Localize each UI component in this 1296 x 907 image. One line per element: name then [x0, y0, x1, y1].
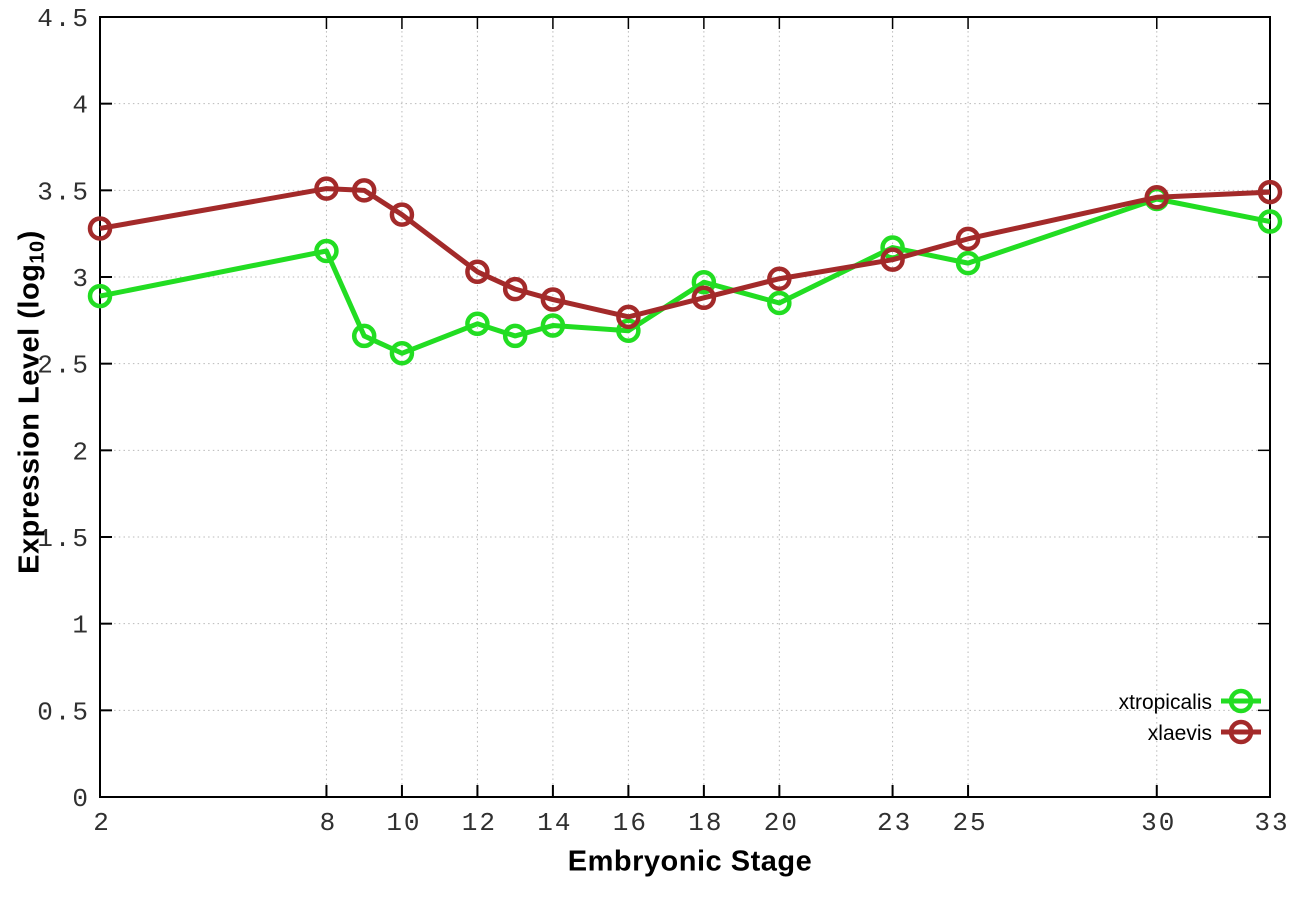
y-tick-label: 3	[72, 264, 90, 294]
marker-xtropicalis	[389, 341, 415, 366]
marker-xlaevis	[1257, 179, 1283, 205]
marker-xlaevis	[314, 176, 339, 201]
marker-xlaevis	[767, 266, 792, 291]
series-line-xtropicalis	[99, 196, 1271, 356]
y-axis-title-close: )	[13, 230, 46, 241]
y-axis-title-text: Expression Level (log	[13, 263, 46, 574]
marker-xlaevis	[389, 202, 415, 227]
x-tick-label: 33	[1254, 808, 1289, 838]
marker-xlaevis	[351, 178, 377, 203]
legend-label-xlaevis: xlaevis	[1148, 722, 1212, 745]
marker-xlaevis	[465, 259, 490, 285]
x-tick-label: 14	[537, 808, 572, 838]
x-tick-label: 18	[688, 808, 723, 838]
y-tick-label: 0	[72, 784, 90, 814]
marker-xtropicalis	[1257, 209, 1283, 234]
legend-marker-xtropicalis	[1228, 688, 1254, 714]
marker-xlaevis	[616, 304, 641, 330]
x-tick-label: 30	[1141, 808, 1176, 838]
marker-xlaevis	[87, 216, 113, 241]
x-axis-title-text: Embryonic Stage	[567, 845, 813, 878]
x-tick-label: 12	[462, 808, 497, 838]
marker-xlaevis	[540, 287, 566, 312]
y-axis-title-subscript: 10	[26, 240, 49, 264]
marker-xtropicalis	[767, 290, 792, 316]
y-tick-label: 3.5	[37, 177, 90, 207]
x-axis-title: Embryonic Stage	[568, 846, 812, 879]
marker-xtropicalis	[691, 269, 717, 295]
marker-xlaevis	[955, 226, 981, 252]
marker-xtropicalis	[351, 323, 377, 349]
x-tick-label: 10	[386, 808, 421, 838]
legend-marker-xlaevis	[1228, 719, 1254, 745]
y-axis-title: Expression Level (log10)	[13, 230, 49, 574]
marker-xtropicalis	[616, 318, 641, 343]
y-tick-label: 1.5	[37, 524, 90, 554]
x-tick-label: 25	[952, 808, 987, 838]
marker-xtropicalis	[314, 238, 339, 264]
y-tick-label: 2.5	[37, 351, 90, 381]
legend-label-xtropicalis: xtropicalis	[1119, 691, 1212, 714]
marker-xtropicalis	[87, 283, 113, 309]
y-tick-label: 4.5	[37, 4, 90, 34]
series-line-xlaevis	[99, 186, 1271, 320]
y-tick-label: 4	[72, 91, 90, 121]
y-tick-label: 1	[72, 611, 90, 641]
marker-xlaevis	[691, 285, 717, 311]
marker-xtropicalis	[540, 313, 566, 338]
x-tick-label: 2	[93, 808, 111, 838]
marker-xtropicalis	[955, 250, 981, 276]
marker-xlaevis	[502, 276, 528, 302]
x-tick-label: 23	[877, 808, 912, 838]
x-tick-label: 8	[320, 808, 338, 838]
x-tick-label: 20	[764, 808, 799, 838]
y-tick-label: 2	[72, 437, 90, 467]
y-tick-label: 0.5	[37, 697, 90, 727]
marker-xlaevis	[1144, 185, 1170, 210]
x-tick-label: 16	[613, 808, 648, 838]
marker-xtropicalis	[502, 323, 528, 349]
marker-xlaevis	[880, 247, 905, 272]
plot-border	[99, 16, 1271, 798]
marker-xtropicalis	[465, 311, 490, 337]
